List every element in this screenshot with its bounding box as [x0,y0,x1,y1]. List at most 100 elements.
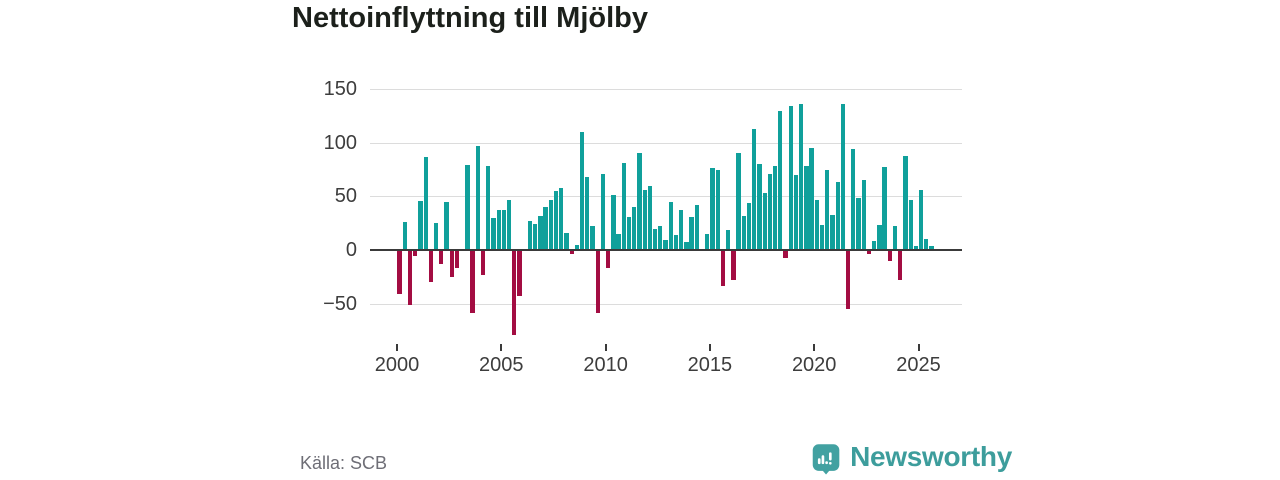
bar-positive [851,149,856,250]
bar-positive [830,214,835,250]
bar-negative [454,250,460,269]
bar-negative [480,250,486,275]
bar-positive [892,226,898,250]
y-axis-tick-label: 50 [334,185,357,208]
bar-positive [626,216,632,250]
bar-negative [569,250,574,255]
y-axis-tick-label: 0 [345,239,357,261]
gridline [370,303,962,305]
bar-positive [705,233,710,250]
bar-negative [606,250,611,269]
gridline [370,89,962,91]
bar-positive [590,226,595,250]
bar-positive [533,224,538,250]
bar-positive [652,228,658,250]
bar-negative [397,250,402,294]
bar-positive [538,215,543,250]
bar-positive [908,199,913,250]
bar-positive [788,106,793,250]
x-axis-tick-label: 2020 [791,354,837,376]
bar-positive [757,164,762,250]
bar-positive [632,207,637,250]
newsworthy-logo[interactable]: Newsworthy [812,438,1012,480]
chart-title: Nettoinflyttning till Mjölby [292,2,649,34]
bar-negative [512,250,517,335]
bar-negative [439,250,444,264]
x-axis-tick [708,344,711,351]
bar-positive [772,166,778,250]
bar-positive [673,234,679,250]
bar-positive [825,169,830,250]
bar-positive [861,180,866,250]
x-axis-tick [917,344,920,351]
bar-negative [517,250,522,297]
bar-positive [741,215,746,250]
bar-positive [600,173,606,250]
bar-positive [527,221,533,250]
y-axis-tick-label: −50 [323,292,357,315]
bar-negative [731,250,736,281]
x-axis-tick [500,344,503,351]
bar-positive [856,198,861,250]
bar-positive [913,245,919,250]
x-axis-tick-label: 2000 [374,354,420,376]
bar-positive [444,201,449,250]
y-axis-tick-label: 100 [323,131,357,154]
bar-positive [553,190,559,250]
bar-positive [642,189,647,250]
x-axis-zero-line [370,249,962,251]
bar-positive [840,104,846,250]
y-axis-tick-label: 150 [323,78,357,101]
bar-negative [413,250,418,257]
gridline [370,196,962,198]
bar-negative [887,250,892,261]
bar-positive [929,245,934,250]
bar-positive [402,222,407,250]
bar-positive [752,128,757,250]
bar-positive [689,216,694,250]
x-axis-tick [604,344,607,351]
bar-positive [778,110,783,250]
x-axis-tick-label: 2025 [896,354,941,376]
bar-positive [767,173,772,250]
bar-positive [559,187,564,250]
bar-positive [835,182,840,250]
bar-positive [475,145,480,250]
bar-positive [804,166,809,250]
bar-positive [684,242,689,250]
bar-negative [470,250,475,314]
bar-positive [543,207,548,250]
x-axis-tick [813,344,816,351]
bar-positive [814,199,819,250]
bar-positive [918,189,924,250]
bar-positive [423,156,428,250]
bar-positive [564,232,569,250]
source-caption: Källa: SCB [300,453,388,473]
bar-positive [679,210,684,250]
x-axis-tick-label: 2010 [583,354,628,376]
x-axis-tick [396,344,398,351]
bar-positive [799,104,804,250]
bar-chart-speech-bubble-icon [812,444,840,475]
bar-positive [710,168,715,250]
bar-negative [720,250,726,287]
bar-positive [506,199,512,250]
bar-positive [793,174,799,250]
bar-negative [783,250,788,258]
x-axis-tick-label: 2005 [479,354,524,376]
bar-positive [658,226,663,250]
bar-positive [637,153,642,250]
bar-negative [595,250,600,314]
bar-positive [819,225,825,250]
bar-positive [725,229,731,250]
bar-positive [877,225,882,250]
bar-positive [762,193,767,250]
bar-positive [486,166,491,250]
bar-positive [663,240,668,250]
bar-negative [407,250,413,305]
bar-negative [449,250,454,277]
bar-positive [903,155,908,250]
bar-negative [845,250,851,309]
bar-positive [715,169,720,250]
